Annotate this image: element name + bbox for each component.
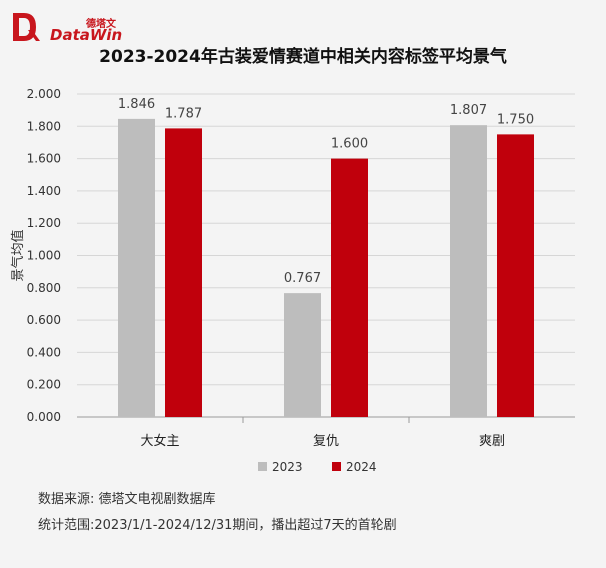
datawin-mark-icon <box>13 13 40 41</box>
y-axis-title: 景气均值 <box>10 229 26 281</box>
data-label: 1.787 <box>165 106 202 121</box>
x-tick-label: 复仇 <box>313 434 339 449</box>
y-tick-label: 0.800 <box>27 281 61 295</box>
y-tick-label: 1.000 <box>27 249 61 263</box>
datawin-logo: 德塔文 DataWin <box>10 10 123 46</box>
data-label: 1.750 <box>497 112 534 127</box>
legend-label: 2024 <box>346 460 377 474</box>
y-tick-label: 1.600 <box>27 152 61 166</box>
data-label: 1.846 <box>118 97 155 112</box>
data-source-note: 数据来源: 德塔文电视剧数据库 <box>38 492 216 507</box>
legend-label: 2023 <box>272 460 303 474</box>
legend-swatch-2024 <box>332 462 341 471</box>
legend-swatch-2023 <box>258 462 267 471</box>
bar-2023 <box>284 293 321 417</box>
y-tick-label: 0.400 <box>27 345 61 359</box>
bar-2024 <box>165 128 202 417</box>
data-label: 1.807 <box>450 103 487 118</box>
y-tick-label: 0.000 <box>27 410 61 424</box>
y-tick-label: 1.200 <box>27 216 61 230</box>
y-tick-label: 0.600 <box>27 313 61 327</box>
logo-en-text: DataWin <box>50 26 123 44</box>
y-tick-label: 1.800 <box>27 119 61 133</box>
x-tick-label: 大女主 <box>140 433 179 449</box>
bar-2024 <box>497 134 534 417</box>
bar-2023 <box>118 118 155 417</box>
y-tick-label: 0.200 <box>27 378 61 392</box>
y-tick-label: 1.400 <box>27 184 61 198</box>
y-tick-label: 2.000 <box>27 87 61 101</box>
x-tick-label: 爽剧 <box>479 434 505 449</box>
chart-title: 2023-2024年古装爱情赛道中相关内容标签平均景气 <box>99 47 507 67</box>
logo-cn-text: 德塔文 <box>86 19 116 30</box>
bar-2023 <box>450 125 487 418</box>
data-scope-note: 统计范围:2023/1/1-2024/12/31期间，播出超过7天的首轮剧 <box>38 518 397 533</box>
data-label: 1.600 <box>331 137 368 152</box>
bar-2024 <box>331 158 368 417</box>
data-label: 0.767 <box>284 271 321 286</box>
